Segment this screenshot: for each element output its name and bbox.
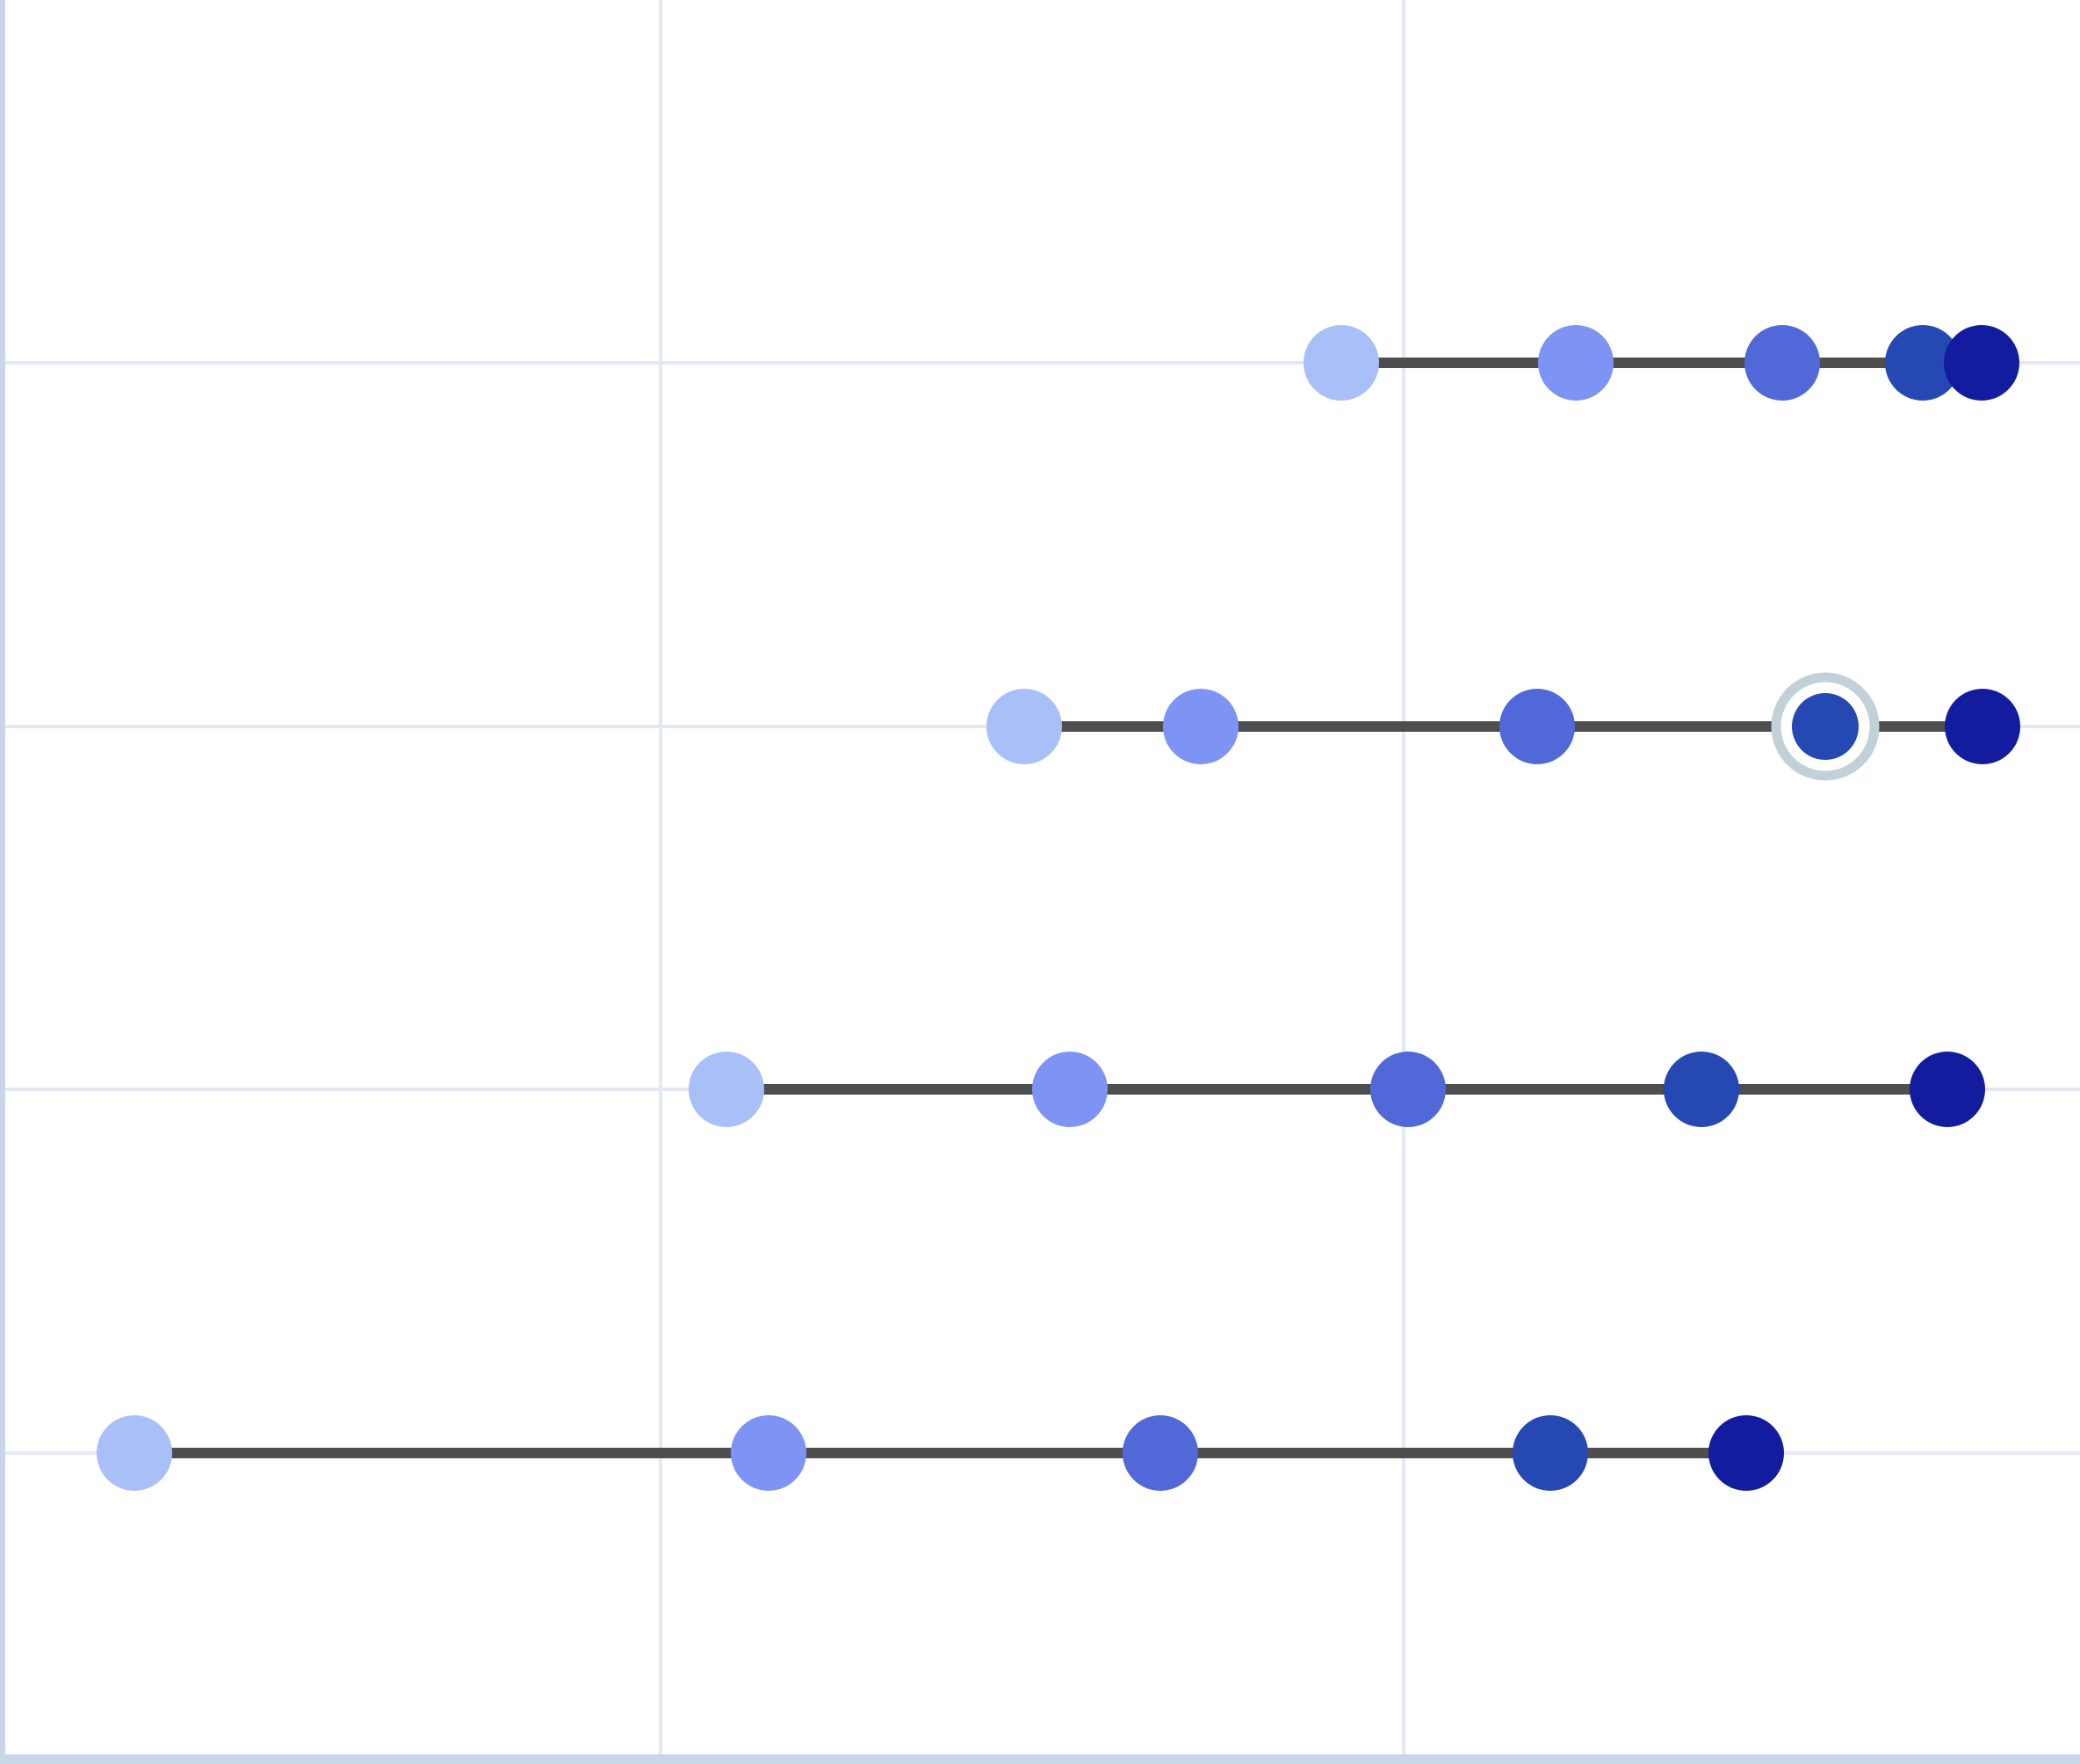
data-point-row1-dot3[interactable] <box>1744 325 1820 401</box>
data-point-row1-dot1[interactable] <box>1304 325 1379 401</box>
data-point-row2-dot4[interactable] <box>1792 693 1859 760</box>
data-point-row1-dot2[interactable] <box>1538 325 1614 401</box>
data-point-row4-dot5[interactable] <box>1708 1415 1784 1491</box>
data-point-row4-dot4[interactable] <box>1513 1415 1588 1491</box>
data-point-row1-dot5[interactable] <box>1944 325 2019 401</box>
y-axis-line <box>0 0 5 1764</box>
dumbbell-row-4 <box>97 1415 1784 1491</box>
data-point-row3-dot2[interactable] <box>1032 1052 1108 1127</box>
dumbbell-row-1 <box>1304 325 2019 401</box>
data-point-row3-dot3[interactable] <box>1370 1052 1446 1127</box>
data-point-row4-dot1[interactable] <box>97 1415 172 1491</box>
data-point-row1-dot4[interactable] <box>1885 325 1961 401</box>
data-point-row3-dot1[interactable] <box>689 1052 764 1127</box>
data-point-row2-dot3[interactable] <box>1499 689 1575 764</box>
data-point-row4-dot2[interactable] <box>731 1415 806 1491</box>
data-point-row2-dot2[interactable] <box>1163 689 1239 764</box>
dumbbell-row-2 <box>986 672 2020 781</box>
dumbbell-row-3 <box>689 1052 1985 1127</box>
data-point-row2-dot1[interactable] <box>986 689 1062 764</box>
data-point-row3-dot5[interactable] <box>1910 1052 1985 1127</box>
x-axis-line <box>0 1754 2080 1764</box>
data-point-row2-dot5[interactable] <box>1945 689 2020 764</box>
data-point-row4-dot3[interactable] <box>1123 1415 1198 1491</box>
data-point-row3-dot4[interactable] <box>1664 1052 1739 1127</box>
